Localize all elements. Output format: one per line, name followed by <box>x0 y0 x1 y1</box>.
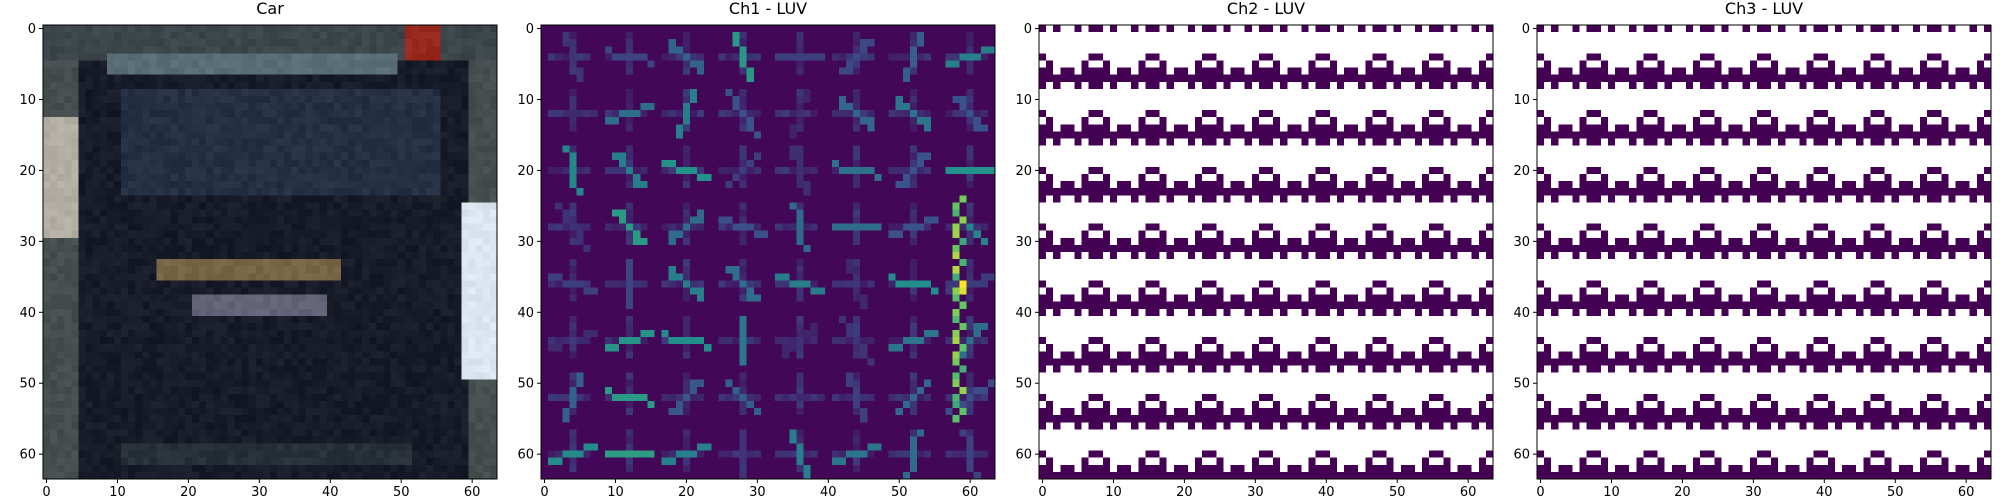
panel-1: Car 0 10 20 30 40 50 60 0 10 20 30 40 50 60 <box>19 0 498 500</box>
x-tick-label: 0 <box>540 485 548 500</box>
panel-3: Ch2 - LUV 0 10 20 30 40 50 60 0 10 20 30 40 50 60 <box>1015 0 1494 500</box>
x-tick-label: 10 <box>1105 485 1122 500</box>
x-tick-label: 60 <box>1958 485 1975 500</box>
y-tick-label: 60 <box>19 448 36 463</box>
x-tick-label: 0 <box>1536 485 1544 500</box>
x-tick-label: 10 <box>607 485 624 500</box>
x-tick-label: 30 <box>749 485 766 500</box>
x-tick-label: 0 <box>42 485 50 500</box>
y-tick-label: 10 <box>1513 93 1530 108</box>
panel-2-frame <box>540 24 996 480</box>
x-tick-label: 50 <box>393 485 410 500</box>
x-tick-label: 20 <box>678 485 695 500</box>
panel-1-frame <box>42 24 498 480</box>
y-tick-label: 40 <box>1513 306 1530 321</box>
y-tick-label: 10 <box>19 93 36 108</box>
panel-1-title: Car <box>256 0 284 18</box>
x-tick-label: 20 <box>1674 485 1691 500</box>
panel-4: Ch3 - LUV 0 10 20 30 40 50 60 0 10 20 30 40 50 60 <box>1513 0 1992 500</box>
y-tick-label: 10 <box>517 93 534 108</box>
x-tick-label: 10 <box>1603 485 1620 500</box>
y-tick-label: 30 <box>517 235 534 250</box>
x-tick-label: 10 <box>109 485 126 500</box>
y-tick-label: 10 <box>1015 93 1032 108</box>
x-tick-label: 50 <box>1887 485 1904 500</box>
x-tick-label: 30 <box>1745 485 1762 500</box>
y-tick-label: 40 <box>517 306 534 321</box>
panel-3-image <box>1039 25 1494 480</box>
x-tick-label: 40 <box>322 485 339 500</box>
panel-2: Ch1 - LUV 0 10 20 30 40 50 60 0 10 20 30 40 50 60 <box>517 0 996 500</box>
y-tick-label: 50 <box>1015 377 1032 392</box>
y-tick-label: 50 <box>517 377 534 392</box>
x-tick-label: 0 <box>1038 485 1046 500</box>
y-tick-label: 50 <box>1513 377 1530 392</box>
panel-1-image <box>43 25 498 480</box>
x-tick-label: 30 <box>1247 485 1264 500</box>
y-tick-label: 60 <box>1015 448 1032 463</box>
x-tick-label: 40 <box>820 485 837 500</box>
y-tick-label: 0 <box>526 22 534 37</box>
x-tick-label: 40 <box>1816 485 1833 500</box>
y-tick-label: 0 <box>1522 22 1530 37</box>
y-tick-label: 60 <box>517 448 534 463</box>
x-tick-label: 50 <box>1389 485 1406 500</box>
y-tick-label: 50 <box>19 377 36 392</box>
x-tick-label: 60 <box>464 485 481 500</box>
panel-4-frame <box>1536 24 1992 480</box>
y-tick-label: 40 <box>19 306 36 321</box>
x-tick-label: 60 <box>1460 485 1477 500</box>
panel-4-title: Ch3 - LUV <box>1725 0 1803 18</box>
y-tick-label: 20 <box>1015 164 1032 179</box>
y-tick-label: 60 <box>1513 448 1530 463</box>
x-tick-label: 40 <box>1318 485 1335 500</box>
x-tick-label: 60 <box>962 485 979 500</box>
panel-2-image <box>541 25 996 480</box>
panel-4-image <box>1537 25 1992 480</box>
x-tick-label: 20 <box>180 485 197 500</box>
panel-2-title: Ch1 - LUV <box>729 0 807 18</box>
x-tick-label: 30 <box>251 485 268 500</box>
y-tick-label: 30 <box>1513 235 1530 250</box>
panel-3-title: Ch2 - LUV <box>1227 0 1305 18</box>
x-tick-label: 50 <box>891 485 908 500</box>
y-tick-label: 30 <box>19 235 36 250</box>
y-tick-label: 30 <box>1015 235 1032 250</box>
y-tick-label: 0 <box>1024 22 1032 37</box>
y-tick-label: 0 <box>28 22 36 37</box>
panel-3-frame <box>1038 24 1494 480</box>
x-tick-label: 20 <box>1176 485 1193 500</box>
y-tick-label: 40 <box>1015 306 1032 321</box>
y-tick-label: 20 <box>19 164 36 179</box>
y-tick-label: 20 <box>517 164 534 179</box>
y-tick-label: 20 <box>1513 164 1530 179</box>
